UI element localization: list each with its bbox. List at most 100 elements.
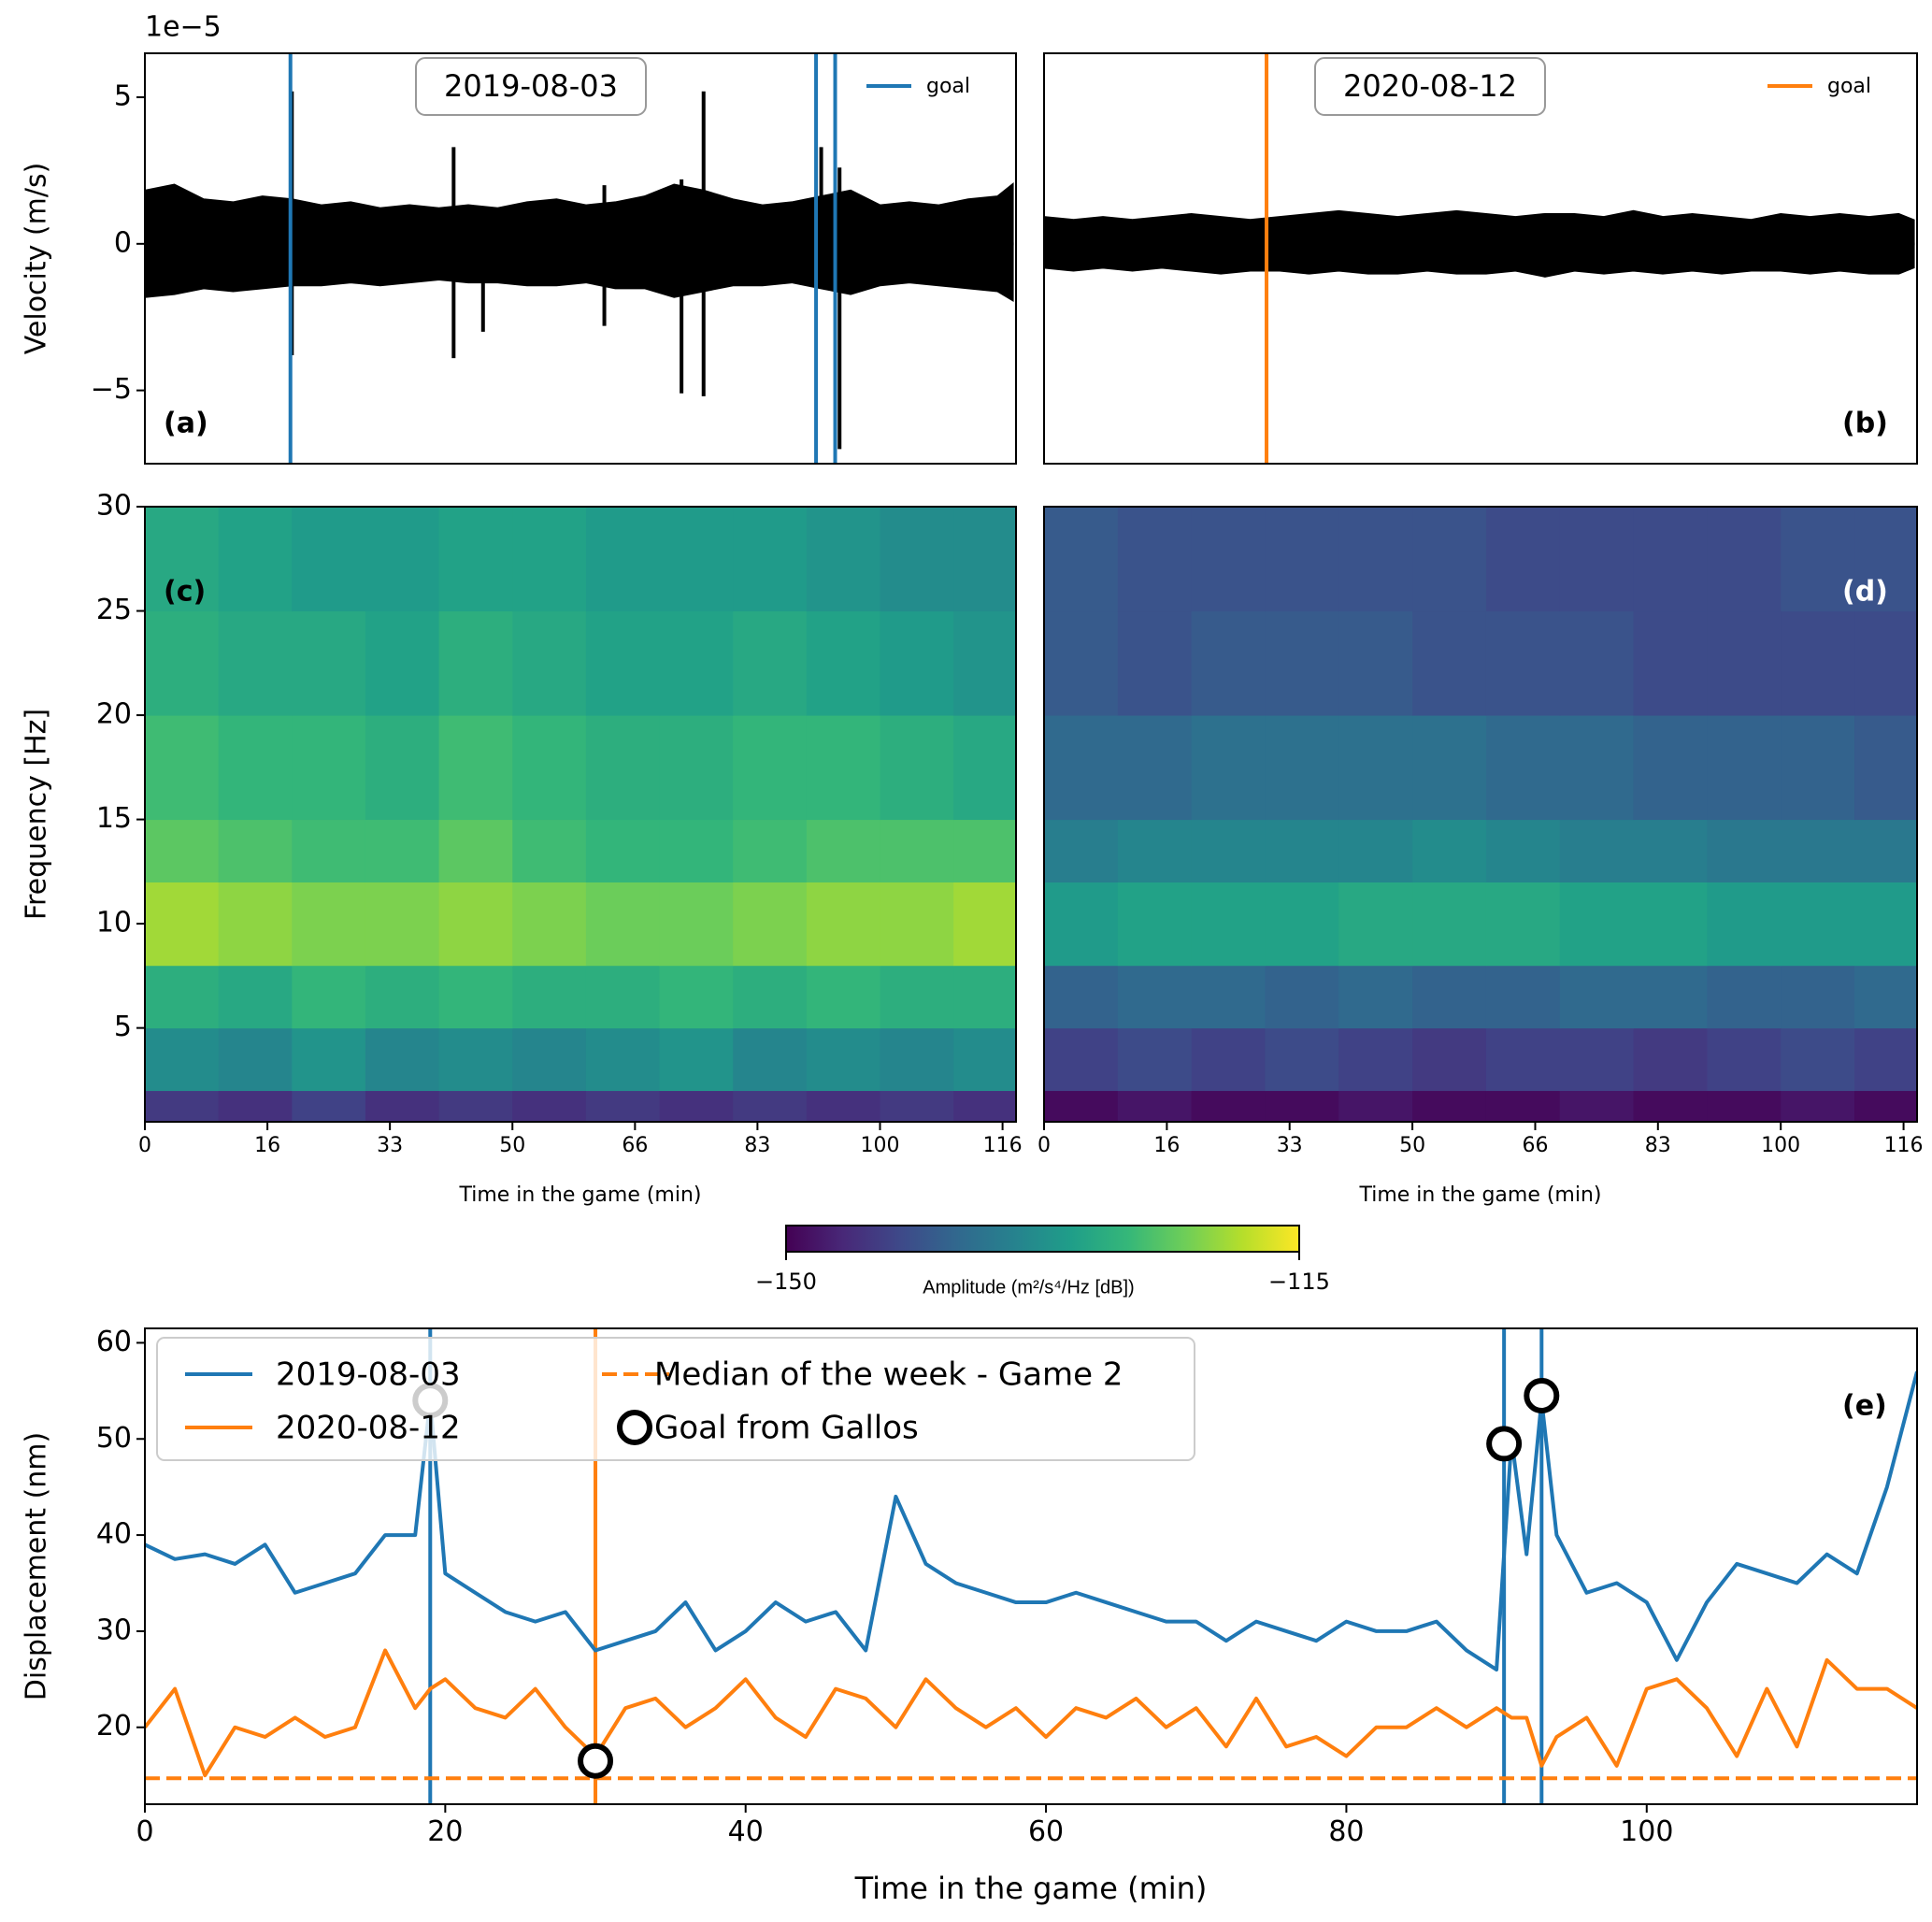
- heatmap-cell: [512, 507, 587, 612]
- heatmap-cell: [1044, 1090, 1119, 1122]
- heatmap-cell: [659, 715, 734, 821]
- heatmap-cell: [1044, 715, 1119, 821]
- heatmap-cell: [659, 965, 734, 1029]
- heatmap-cell: [585, 507, 661, 612]
- waveform-envelope: [145, 181, 1014, 246]
- heatmap-cell: [365, 610, 440, 716]
- heatmap-cell: [733, 882, 808, 967]
- x-axis-label: Time in the game (min): [854, 1871, 1208, 1906]
- heatmap-cell: [1781, 610, 1855, 716]
- heatmap-cell: [585, 965, 661, 1029]
- heatmap-cell: [218, 965, 293, 1029]
- heatmap-cell: [1412, 819, 1487, 882]
- heatmap-cell: [292, 819, 366, 882]
- heatmap-cell: [659, 819, 734, 882]
- heatmap-cell: [512, 715, 587, 821]
- x-tick-label: 66: [622, 1134, 648, 1157]
- heatmap-cell: [1485, 1090, 1561, 1122]
- x-tick-label: 60: [1028, 1815, 1064, 1848]
- heatmap-cell: [1781, 882, 1855, 967]
- x-tick-label: 116: [983, 1134, 1023, 1157]
- x-tick-label: 116: [1884, 1134, 1924, 1157]
- heatmap-cell: [1265, 715, 1339, 821]
- y-tick-label: 5: [114, 1011, 132, 1043]
- heatmap-cell: [1265, 882, 1339, 967]
- x-tick-label: 83: [744, 1134, 770, 1157]
- y-tick-label: 20: [96, 1710, 132, 1743]
- heatmap-cell: [1338, 715, 1413, 821]
- x-tick-label: 40: [728, 1815, 764, 1848]
- heatmap-cell: [880, 610, 954, 716]
- y-tick-label: −5: [91, 373, 132, 406]
- heatmap-cell: [438, 610, 513, 716]
- heatmap-cell: [806, 507, 880, 612]
- x-tick-label: 50: [1399, 1134, 1425, 1157]
- heatmap-cell: [1191, 1027, 1266, 1092]
- heatmap-cell: [733, 1027, 808, 1092]
- heatmap-cell: [806, 965, 880, 1029]
- heatmap-cell: [365, 882, 440, 967]
- x-tick-label: 66: [1522, 1134, 1548, 1157]
- heatmap-cell: [585, 1090, 661, 1122]
- panel-label: (e): [1842, 1390, 1887, 1423]
- heatmap-cell: [1485, 882, 1561, 967]
- heatmap-cell: [1707, 965, 1782, 1029]
- heatmap-cell: [733, 819, 808, 882]
- legend-label: 2020-08-12: [276, 1410, 461, 1447]
- x-tick-label: 80: [1328, 1815, 1364, 1848]
- heatmap-cell: [1191, 610, 1266, 716]
- axes-frame: [144, 52, 1017, 465]
- heatmap-cell: [806, 819, 880, 882]
- y-axis-label: Frequency [Hz]: [21, 709, 53, 920]
- heatmap-cell: [218, 715, 293, 821]
- heatmap-cell: [1117, 715, 1193, 821]
- heatmap-cell: [806, 715, 880, 821]
- y-axis-label: Displacement (nm): [21, 1432, 53, 1700]
- heatmap-cell: [659, 1090, 734, 1122]
- heatmap-cell: [1781, 819, 1855, 882]
- plot-area: [1044, 507, 1917, 1122]
- heatmap-cell: [1191, 1090, 1266, 1122]
- axes-frame: [1043, 506, 1918, 1123]
- heatmap-cell: [1781, 1027, 1855, 1092]
- x-tick-label: 83: [1645, 1134, 1671, 1157]
- heatmap-cell: [365, 1090, 440, 1122]
- heatmap-cell: [1117, 507, 1193, 612]
- heatmap-cell: [1781, 1090, 1855, 1122]
- heatmap-cell: [1559, 965, 1635, 1029]
- waveform-envelope: [1044, 242, 1915, 278]
- panel-label: (c): [164, 576, 206, 609]
- heatmap-cell: [1412, 1027, 1487, 1092]
- legend-box: [156, 1337, 1195, 1461]
- heatmap-cell: [1412, 715, 1487, 821]
- goal-marker: [1486, 1426, 1523, 1462]
- heatmap-cell: [1044, 882, 1119, 967]
- heatmap-cell: [1412, 882, 1487, 967]
- heatmap-cell: [438, 507, 513, 612]
- heatmap-cell: [1265, 507, 1339, 612]
- heatmap-cell: [953, 965, 1016, 1029]
- axis-offset: 1e−5: [145, 11, 222, 44]
- heatmap-cell: [1854, 507, 1917, 612]
- plot-area: [145, 53, 1014, 464]
- heatmap-cell: [585, 882, 661, 967]
- heatmap-cell: [953, 882, 1016, 967]
- heatmap-cell: [1338, 610, 1413, 716]
- heatmap-cell: [1191, 507, 1266, 612]
- heatmap-cell: [1633, 1027, 1708, 1092]
- heatmap-cell: [585, 1027, 661, 1092]
- heatmap-cell: [292, 507, 366, 612]
- heatmap-cell: [438, 882, 513, 967]
- heatmap-cell: [292, 965, 366, 1029]
- heatmap-cell: [1117, 1090, 1193, 1122]
- heatmap-cell: [292, 715, 366, 821]
- series-line: [145, 1648, 1917, 1778]
- heatmap-cell: [1412, 1090, 1487, 1122]
- heatmap-cell: [512, 610, 587, 716]
- heatmap-cell: [145, 819, 220, 882]
- heatmap-cell: [880, 965, 954, 1029]
- y-tick-label: 30: [96, 490, 132, 523]
- heatmap-cell: [659, 610, 734, 716]
- heatmap-cell: [659, 882, 734, 967]
